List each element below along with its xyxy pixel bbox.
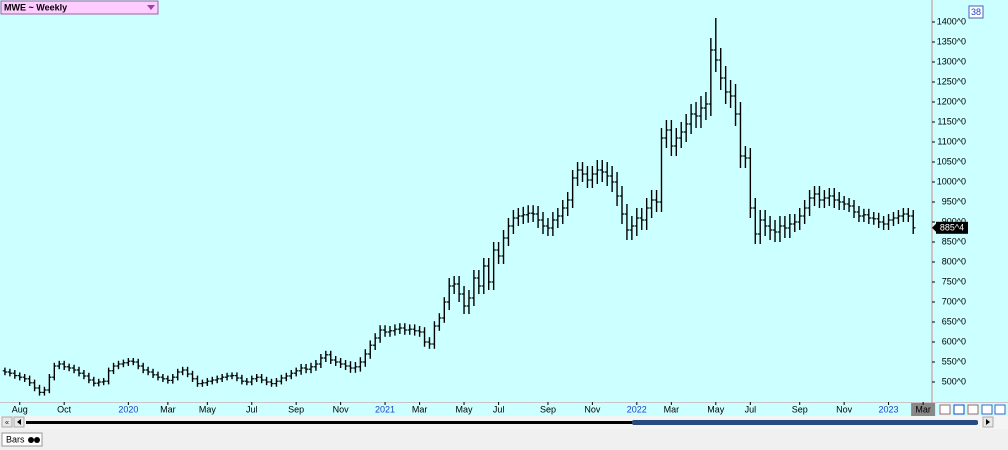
- tool-button[interactable]: [994, 404, 1006, 415]
- dropdown-arrow[interactable]: [147, 5, 155, 10]
- x-tick-label: Mar: [160, 404, 176, 414]
- y-tick-label: 1400^0: [937, 16, 966, 26]
- y-tick-label: 1250^0: [937, 76, 966, 86]
- x-tick-label: Nov: [836, 404, 853, 414]
- scroll-first[interactable]: [1, 416, 13, 428]
- y-tick-label: 1050^0: [937, 156, 966, 166]
- y-tick-label: 1350^0: [937, 36, 966, 46]
- x-tick-label: Sep: [540, 404, 556, 414]
- y-tick-label: 1300^0: [937, 56, 966, 66]
- scroll-track: [26, 421, 978, 424]
- x-tick-label: Jul: [246, 404, 258, 414]
- tool-button[interactable]: [967, 404, 979, 415]
- x-tick-label: Nov: [584, 404, 601, 414]
- x-tick-label: Nov: [333, 404, 350, 414]
- y-tick-label: 650^0: [942, 316, 966, 326]
- last-price-label: 885^4: [940, 223, 964, 233]
- x-tick-label: Aug: [12, 404, 28, 414]
- x-tick-label: May: [707, 404, 725, 414]
- x-tick-label: Jul: [745, 404, 757, 414]
- chart-title: MWE ~ Weekly: [4, 2, 67, 12]
- tool-button[interactable]: [981, 404, 993, 415]
- y-tick-label: 950^0: [942, 196, 966, 206]
- x-tick-label: Mar: [664, 404, 680, 414]
- x-tick-label: 2023: [879, 404, 899, 414]
- tool-button[interactable]: [939, 404, 951, 415]
- tab-bar: [0, 431, 1008, 450]
- tool-button[interactable]: [953, 404, 965, 415]
- y-tick-label: 1150^0: [937, 116, 966, 126]
- x-tick-label: May: [456, 404, 474, 414]
- x-tick-label: May: [199, 404, 217, 414]
- y-tick-label: 600^0: [942, 336, 966, 346]
- last-price-pointer: [932, 222, 937, 233]
- y-tick-label: 1200^0: [937, 96, 966, 106]
- x-tick-label: Jul: [493, 404, 505, 414]
- y-tick-label: 500^0: [942, 376, 966, 386]
- badge: 38: [971, 7, 981, 17]
- x-tick-label: Mar: [412, 404, 428, 414]
- x-tick-label: 2022: [627, 404, 647, 414]
- symbol-selector[interactable]: [0, 0, 159, 15]
- tab-label: Bars: [6, 434, 25, 444]
- last-price-box: [936, 221, 968, 234]
- y-tick-label: 1100^0: [937, 136, 966, 146]
- scroll-first-icon: «: [5, 419, 9, 426]
- y-tick-label: 550^0: [942, 356, 966, 366]
- plot-background: [0, 0, 1008, 403]
- y-tick-label: 700^0: [942, 296, 966, 306]
- scroll-right-icon: [986, 419, 990, 425]
- current-period-box: [911, 403, 936, 416]
- badge-box[interactable]: [968, 5, 984, 19]
- y-tick-label: 850^0: [942, 236, 966, 246]
- tab-icon: [34, 437, 40, 443]
- x-tick-label: 2020: [118, 404, 138, 414]
- scroll-thumb[interactable]: [632, 420, 978, 425]
- time-axis-background: [0, 403, 1008, 416]
- y-tick-label: 750^0: [942, 276, 966, 286]
- x-tick-label: Oct: [57, 404, 72, 414]
- tab-icon: [28, 437, 34, 443]
- x-tick-label: Sep: [288, 404, 304, 414]
- x-tick-label: Mar: [915, 404, 931, 414]
- y-tick-label: 900^0: [942, 216, 966, 226]
- y-tick-label: 800^0: [942, 256, 966, 266]
- x-tick-label: Sep: [792, 404, 808, 414]
- x-tick-label: 2021: [375, 404, 395, 414]
- y-tick-label: 1000^0: [937, 176, 966, 186]
- scroll-left-icon: [17, 419, 21, 425]
